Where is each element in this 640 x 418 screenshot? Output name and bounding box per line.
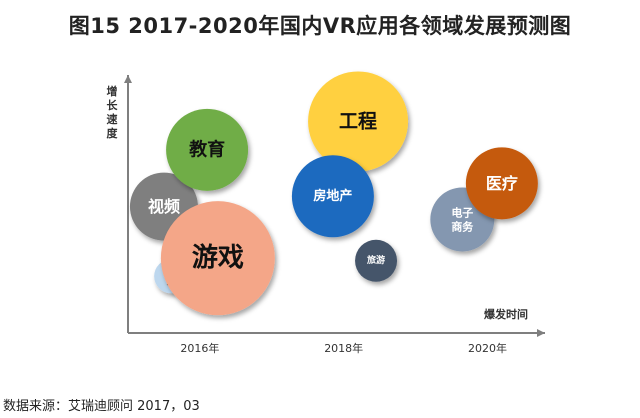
x-tick-label: 2016年 [180, 341, 219, 355]
bubble: 旅游 [355, 239, 398, 282]
bubble: 工程 [308, 71, 409, 172]
bubble-label: 医疗 [486, 174, 518, 193]
bubble: 教育 [166, 108, 249, 191]
y-axis-label: 增长速度 [107, 84, 119, 140]
bubble-circle [355, 239, 398, 282]
x-axis-arrow [537, 329, 545, 337]
bubble-label: 电子商务 [451, 205, 474, 233]
bubble: 房地产 [291, 155, 374, 238]
bubble-layer: 视频直播教育游戏工程房地产旅游电子商务医疗 [129, 71, 538, 316]
bubble: 游戏 [160, 201, 275, 316]
source-note: 数据来源：艾瑞迪顾问 2017，03 [3, 399, 200, 414]
bubble-circle [308, 71, 409, 172]
x-tick-label: 2020年 [468, 341, 507, 355]
bubble-label: 房地产 [313, 188, 352, 204]
bubble-label: 游戏 [192, 243, 244, 273]
bubble-label: 旅游 [367, 254, 385, 266]
bubble-label: 工程 [339, 110, 377, 132]
x-tick-label: 2018年 [324, 341, 363, 355]
bubble: 医疗 [465, 147, 538, 220]
chart-title: 图15 2017-2020年国内VR应用各领域发展预测图 [68, 14, 572, 38]
x-axis-label: 爆发时间 [484, 307, 528, 321]
bubble-circle [465, 147, 538, 220]
bubble-circle [291, 155, 374, 238]
bubble-label: 视频 [148, 197, 180, 216]
bubble-circle [160, 201, 275, 316]
y-axis-arrow [124, 75, 132, 83]
bubble-circle [166, 108, 249, 191]
bubble-label: 教育 [189, 138, 225, 160]
